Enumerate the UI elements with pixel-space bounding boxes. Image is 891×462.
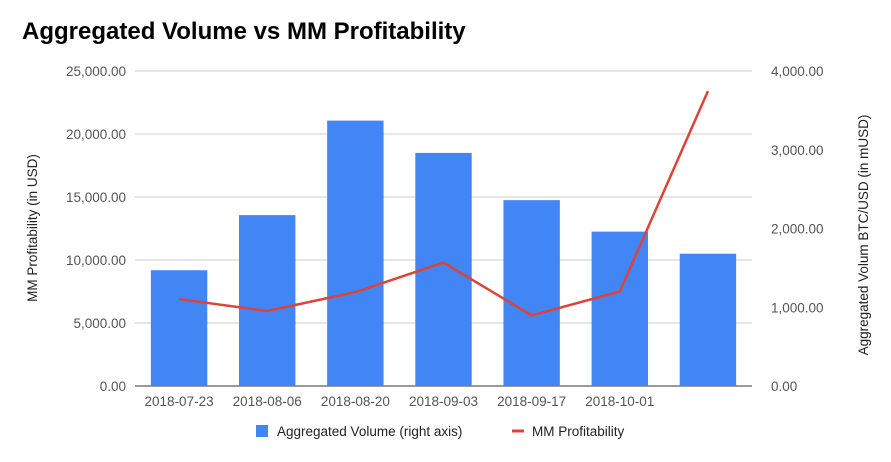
- volume-bar: [239, 215, 296, 386]
- left-tick-label: 0.00: [100, 379, 126, 394]
- x-tick-label: 2018-08-20: [321, 394, 390, 409]
- left-tick-label: 20,000.00: [66, 127, 126, 142]
- left-tick-label: 10,000.00: [66, 253, 126, 268]
- left-axis-ticks: 0.00 5,000.00 10,000.00 15,000.00 20,000.00 2…: [66, 64, 126, 394]
- right-tick-label: 1,000.00: [771, 300, 824, 315]
- right-tick-label: 2,000.00: [771, 222, 824, 237]
- legend-label-volume: Aggregated Volume (right axis): [277, 424, 462, 439]
- right-tick-label: 3,000.00: [771, 143, 824, 158]
- left-tick-label: 5,000.00: [73, 316, 126, 331]
- x-tick-label: 2018-09-03: [409, 394, 478, 409]
- right-axis-ticks: 0.00 1,000.00 2,000.00 3,000.00 4,000.00: [771, 64, 824, 394]
- left-axis-label: MM Profitability (in USD): [25, 154, 40, 302]
- right-tick-label: 4,000.00: [771, 64, 824, 79]
- legend-label-profitability: MM Profitability: [532, 424, 625, 439]
- x-axis-ticks: 2018-07-23 2018-08-06 2018-08-20 2018-09-03…: [145, 394, 655, 409]
- left-tick-label: 15,000.00: [66, 190, 126, 205]
- volume-bar: [503, 200, 560, 386]
- left-tick-label: 25,000.00: [66, 64, 126, 79]
- right-tick-label: 0.00: [771, 379, 797, 394]
- profitability-line: [178, 90, 710, 317]
- x-tick-label: 2018-09-17: [497, 394, 566, 409]
- x-tick-label: 2018-07-23: [145, 394, 214, 409]
- volume-bar: [591, 231, 648, 386]
- x-tick-label: 2018-08-06: [233, 394, 302, 409]
- x-tick-label: 2018-10-01: [585, 394, 654, 409]
- volume-bar: [327, 120, 384, 387]
- right-axis-label: Aggregated Volum BTC/USD (in mUSD): [856, 115, 871, 356]
- legend: Aggregated Volume (right axis) MM Profita…: [256, 424, 625, 439]
- volume-bar: [679, 253, 737, 386]
- legend-swatch-volume: [256, 425, 268, 437]
- volume-bars: [150, 120, 737, 387]
- volume-bar: [150, 270, 208, 386]
- chart-title: Aggregated Volume vs MM Profitability: [22, 18, 466, 45]
